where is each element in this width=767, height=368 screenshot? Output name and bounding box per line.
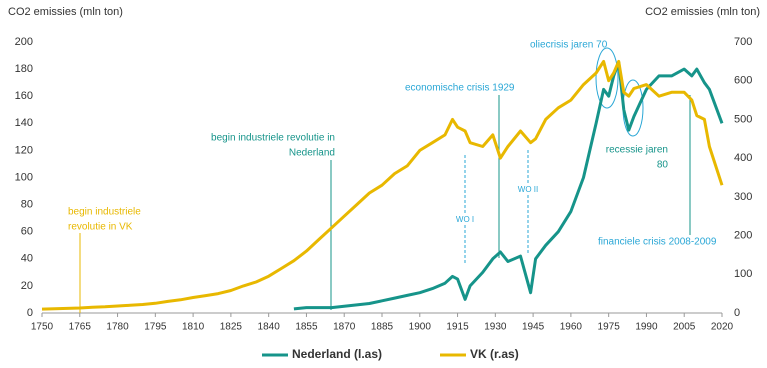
legend-label: Nederland (l.as) — [292, 347, 382, 361]
y-tick-label: 160 — [15, 90, 33, 102]
y2-axis-label: CO2 emissies (mln ton) — [645, 6, 760, 18]
x-tick-label: 1780 — [106, 322, 129, 333]
x-tick-label: 2020 — [711, 322, 734, 333]
x-tick-label: 1840 — [258, 322, 281, 333]
x-tick-label: 1855 — [295, 322, 318, 333]
series-line — [293, 60, 724, 311]
y-tick-label: 180 — [15, 63, 33, 75]
annotation: recessie jaren — [606, 145, 668, 156]
y2-tick-label: 500 — [734, 113, 752, 125]
x-tick-label: 1870 — [333, 322, 356, 333]
annotation: financiele crisis 2008-2009 — [598, 237, 717, 248]
y2-tick-label: 300 — [734, 191, 752, 203]
y2-tick-label: 200 — [734, 229, 752, 241]
x-tick-label: 1975 — [598, 322, 621, 333]
legend-label: VK (r.as) — [470, 347, 519, 361]
y2-tick-label: 0 — [734, 307, 740, 319]
y2-tick-label: 400 — [734, 152, 752, 164]
x-tick-label: 1900 — [409, 322, 432, 333]
annotation: 80 — [657, 160, 669, 171]
y-axis-label: CO2 emissies (mln ton) — [8, 6, 123, 18]
y-tick-label: 20 — [21, 280, 33, 292]
x-tick-label: 1765 — [69, 322, 92, 333]
x-tick-label: 1825 — [220, 322, 243, 333]
annotation: WO II — [518, 185, 538, 194]
annotation-shapes — [79, 47, 691, 313]
annotation-ellipse — [595, 47, 619, 109]
x-tick-label: 1930 — [484, 322, 507, 333]
x-tick-label: 1960 — [560, 322, 583, 333]
y2-tick-label: 600 — [734, 75, 752, 87]
y-tick-label: 120 — [15, 144, 33, 156]
x-tick-label: 1945 — [522, 322, 545, 333]
x-tick-label: 1795 — [144, 322, 167, 333]
annotation: economische crisis 1929 — [405, 83, 515, 94]
x-tick-label: 1915 — [446, 322, 469, 333]
y2-tick-label: 700 — [734, 36, 752, 48]
y2-tick-label: 100 — [734, 268, 752, 280]
annotation: begin industriele revolutie in — [211, 133, 335, 144]
y-tick-label: 80 — [21, 199, 33, 211]
x-tick-label: 2005 — [673, 322, 696, 333]
x-tick-label: 1750 — [31, 322, 54, 333]
annotation: begin industriele — [68, 207, 141, 218]
x-tick-label: 1990 — [635, 322, 658, 333]
annotation: WO I — [456, 215, 474, 224]
y-tick-label: 140 — [15, 117, 33, 129]
y-tick-label: 200 — [15, 36, 33, 48]
y-tick-label: 60 — [21, 226, 33, 238]
series-line — [41, 59, 724, 311]
y-tick-label: 0 — [27, 307, 33, 319]
y-tick-label: 100 — [15, 171, 33, 183]
annotation: revolutie in VK — [68, 222, 133, 233]
x-tick-label: 1810 — [182, 322, 205, 333]
annotation: Nederland — [289, 148, 335, 159]
annotation: oliecrisis jaren 70 — [530, 40, 608, 51]
y-tick-label: 40 — [21, 253, 33, 265]
x-tick-label: 1885 — [371, 322, 394, 333]
